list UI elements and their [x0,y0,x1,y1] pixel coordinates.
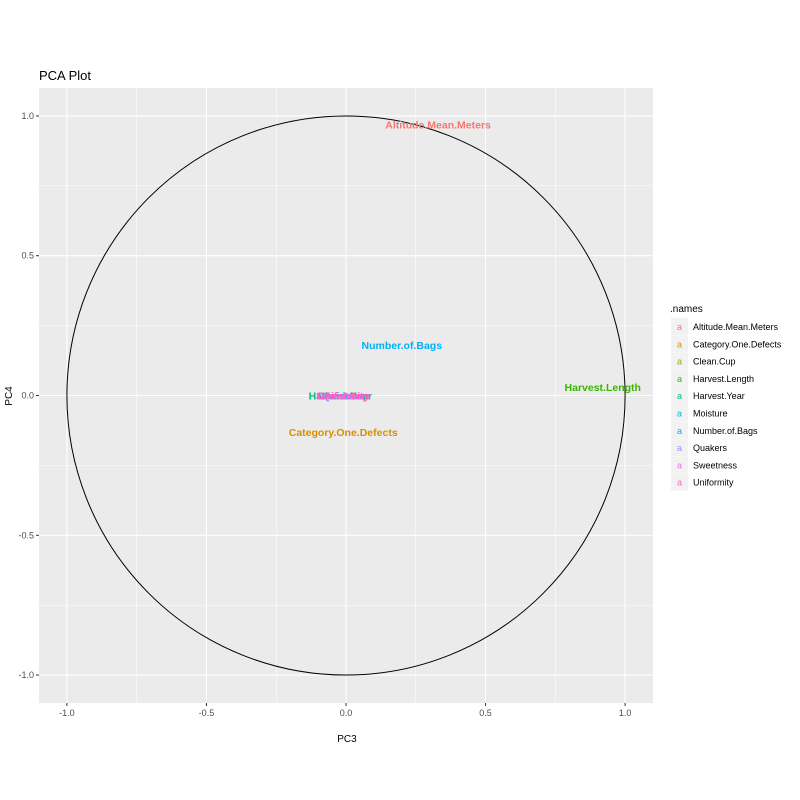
point-label: Quakers [322,391,364,403]
legend-key-glyph: a [677,374,682,384]
chart-title: PCA Plot [39,68,91,83]
legend-key [671,473,688,491]
legend-label: Clean.Cup [693,357,736,367]
legend-key-glyph: a [677,391,682,401]
y-tick-label: -0.5 [18,530,34,540]
legend-label: Uniformity [693,478,734,488]
legend-key-glyph: a [677,460,682,470]
legend-key-glyph: a [677,443,682,453]
y-tick-label: 0.5 [21,251,34,261]
legend-key [671,421,688,439]
legend-key [671,439,688,457]
legend-key [671,318,688,335]
legend-label: Number.of.Bags [693,426,758,436]
legend-key-glyph: a [677,478,682,488]
legend-key-glyph: a [677,339,682,349]
x-axis-title: PC3 [337,734,357,745]
legend-key-glyph: a [677,426,682,436]
x-tick-label: -0.5 [199,708,215,718]
y-tick-label: 1.0 [21,111,34,121]
legend-items: a Altitude.Mean.Meters a Category.One.Defec… [671,318,782,491]
y-axis-title: PC4 [4,386,15,406]
legend-key [671,369,688,387]
legend-key [671,456,688,474]
legend-key [671,335,688,353]
point-labels: Altitude.Mean.Meters Category.One.Defects… [289,119,641,439]
legend-key-glyph: a [677,409,682,419]
legend-key [671,387,688,405]
x-tick-label: 0.0 [340,708,353,718]
x-axis: -1.0 -0.5 0.0 0.5 1.0 [59,703,631,718]
x-tick-label: -1.0 [59,708,75,718]
legend-label: Altitude.Mean.Meters [693,322,779,332]
plot-panel [39,88,653,703]
legend-label: Moisture [693,409,728,419]
point-label: Harvest.Length [565,382,641,394]
legend-label: Quakers [693,443,728,453]
y-tick-label: 0.0 [21,391,34,401]
point-label: Moisture [321,391,365,403]
point-label: Category.One.Defects [289,427,398,439]
legend: .names a Altitude.Mean.Meters a Category.On… [670,304,782,491]
point-label: Sweetness [316,391,370,403]
legend-label: Category.One.Defects [693,339,782,349]
legend-key-glyph: a [677,322,682,332]
legend-label: Harvest.Year [693,391,745,401]
legend-title: .names [670,304,703,315]
x-tick-label: 0.5 [479,708,492,718]
unit-circle [66,115,626,676]
x-tick-label: 1.0 [619,708,632,718]
legend-label: Sweetness [693,460,738,470]
y-tick-label: -1.0 [18,670,34,680]
legend-key-glyph: a [677,357,682,367]
point-label: Clean.Cup [317,391,369,403]
legend-key [671,404,688,422]
y-axis: -1.0 -0.5 0.0 0.5 1.0 [18,111,39,680]
point-label: Number.of.Bags [362,340,443,352]
point-label: Altitude.Mean.Meters [385,119,491,131]
legend-key [671,352,688,370]
legend-label: Harvest.Length [693,374,754,384]
point-label: Harvest.Year [309,391,373,403]
point-label: Uniformity [317,391,370,403]
